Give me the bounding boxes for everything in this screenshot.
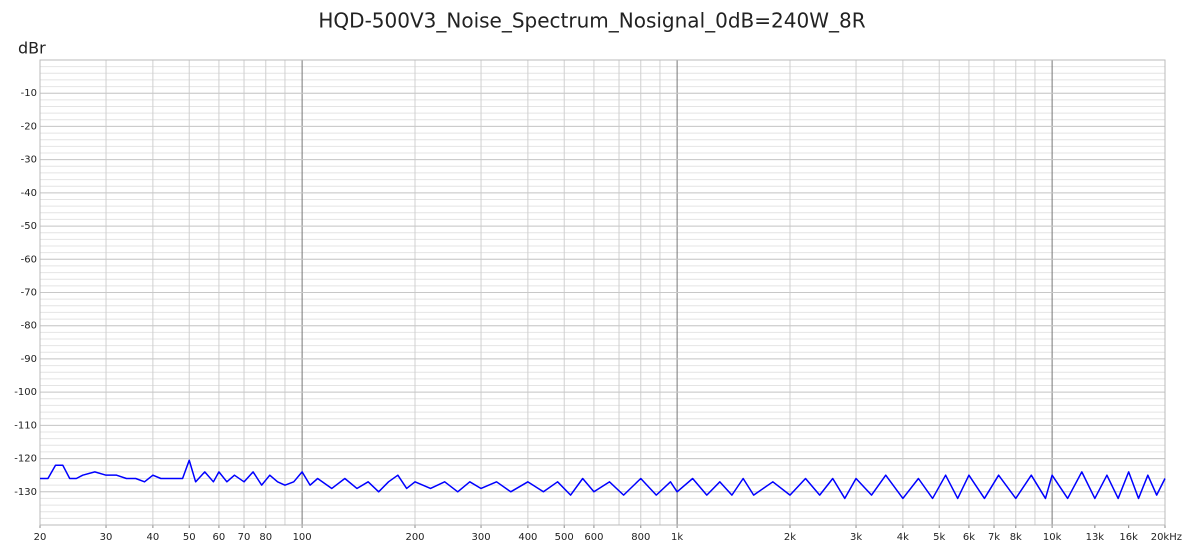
y-tick-label: -120 — [14, 454, 37, 465]
x-tick-label: 1k — [671, 532, 683, 543]
y-tick-label: -20 — [21, 121, 37, 132]
x-tick-label: 7k — [988, 532, 1000, 543]
x-tick-label: 16k — [1119, 532, 1138, 543]
x-tick-label: 6k — [963, 532, 975, 543]
y-tick-label: -40 — [21, 188, 37, 199]
y-tick-label: -80 — [21, 321, 37, 332]
y-axis-label: dBr — [18, 39, 46, 58]
y-tick-label: -30 — [21, 155, 37, 166]
x-tick-label: 800 — [631, 532, 650, 543]
y-tick-label: -70 — [21, 288, 37, 299]
x-tick-label: 8k — [1010, 532, 1022, 543]
x-tick-label: 100 — [293, 532, 312, 543]
x-tick-label: 300 — [471, 532, 490, 543]
x-tick-label: 600 — [584, 532, 603, 543]
series-line — [40, 459, 1166, 500]
y-tick-label: -130 — [14, 487, 37, 498]
y-tick-label: -110 — [14, 420, 37, 431]
y-tick-label: -60 — [21, 254, 37, 265]
y-tick-label: -10 — [21, 88, 37, 99]
y-tick-label: -50 — [21, 221, 37, 232]
x-tick-label: 20 — [34, 532, 47, 543]
x-tick-label: 3k — [850, 532, 862, 543]
x-tick-label: 200 — [405, 532, 424, 543]
x-tick-label: 30 — [100, 532, 113, 543]
plot-frame — [39, 59, 1166, 526]
x-tick-label: 4k — [897, 532, 909, 543]
x-tick-label: 5k — [933, 532, 945, 543]
x-tick-label: 80 — [259, 532, 272, 543]
x-tick-label: 70 — [238, 532, 251, 543]
x-tick-label: 13k — [1086, 532, 1105, 543]
x-tick-label: 500 — [555, 532, 574, 543]
plot — [40, 459, 1166, 500]
x-tick-label: 10k — [1043, 532, 1062, 543]
x-tick-label: 2k — [784, 532, 796, 543]
chart-title: HQD-500V3_Noise_Spectrum_Nosignal_0dB=24… — [318, 9, 865, 33]
x-tick-label: 400 — [518, 532, 537, 543]
x-tick-label: 20kHz — [1151, 532, 1182, 543]
y-tick-label: -100 — [14, 387, 37, 398]
x-tick-label: 50 — [183, 532, 196, 543]
x-tick-label: 60 — [213, 532, 226, 543]
grid — [39, 59, 1166, 528]
x-tick-label: 40 — [147, 532, 160, 543]
y-tick-label: -90 — [21, 354, 37, 365]
